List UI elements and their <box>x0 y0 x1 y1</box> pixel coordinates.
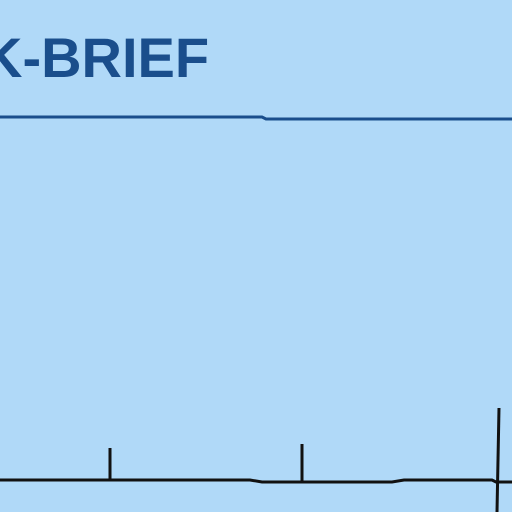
header-divider-line <box>0 115 512 121</box>
timeline <box>0 407 512 512</box>
header-divider <box>0 115 512 121</box>
page-title: K-BRIEF <box>0 26 210 89</box>
timeline-baseline <box>0 478 512 484</box>
timeline-marker <box>495 407 501 512</box>
